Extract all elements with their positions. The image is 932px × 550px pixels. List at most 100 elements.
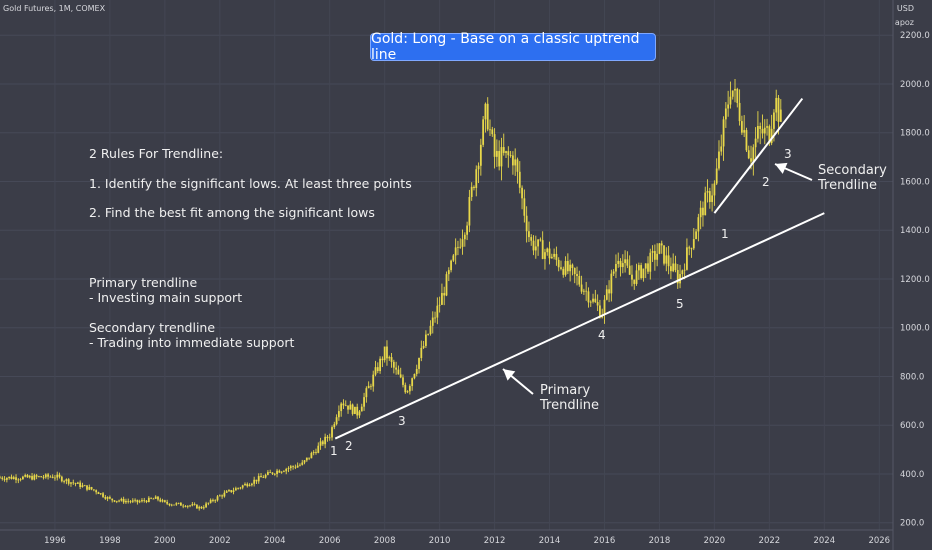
candle-body <box>521 187 523 199</box>
candle-body <box>200 506 203 509</box>
candle-body <box>218 495 221 497</box>
candle-body <box>777 97 780 122</box>
candle-body <box>184 506 187 508</box>
candle-body <box>125 500 127 503</box>
candle-body <box>757 125 759 139</box>
candle-body <box>484 103 487 120</box>
candle-body <box>246 483 249 487</box>
candle-body <box>214 500 217 502</box>
x-tick-label: 2010 <box>429 536 451 546</box>
candle-body <box>424 334 427 346</box>
candle-body <box>406 391 409 393</box>
x-tick-label: 2004 <box>264 536 286 546</box>
candle-body <box>33 475 36 480</box>
candle-body <box>779 109 782 122</box>
candle-body <box>49 476 52 478</box>
candle-body <box>253 479 256 484</box>
candle-body <box>202 507 205 509</box>
currency-label: USD <box>896 4 914 13</box>
secondary-point-3: 3 <box>784 147 792 161</box>
candle-body <box>234 488 237 491</box>
candle-body <box>738 102 741 122</box>
x-tick-label: 2002 <box>209 536 231 546</box>
candle-body <box>54 477 56 479</box>
candle-body <box>10 476 13 479</box>
candle-body <box>182 505 185 507</box>
candle-body <box>539 239 542 241</box>
candle-body <box>525 215 528 232</box>
primary-point-2: 2 <box>345 439 353 453</box>
candle-body <box>500 147 503 167</box>
candle-body <box>340 403 343 412</box>
candle-body <box>704 192 707 216</box>
candle-body <box>482 119 485 145</box>
candle-body <box>690 248 693 250</box>
candle-body <box>44 474 47 478</box>
candle-body <box>129 501 132 503</box>
candle-body <box>688 247 691 249</box>
candle-body <box>216 496 219 501</box>
candle-body <box>770 128 773 144</box>
candle-body <box>752 147 755 162</box>
candle-body <box>287 468 290 469</box>
primary-point-5: 5 <box>676 297 684 311</box>
candle-body <box>447 270 450 275</box>
candle-body <box>141 500 143 502</box>
candle-body <box>683 269 686 271</box>
candle-body <box>250 483 253 486</box>
candle-body <box>395 367 398 370</box>
candle-body <box>388 357 391 359</box>
candle-body <box>335 417 338 425</box>
candle-body <box>379 358 381 372</box>
primary-trendline-label: Primary Trendline <box>540 383 600 413</box>
candle-body <box>686 247 688 270</box>
x-tick-label: 1998 <box>99 536 121 546</box>
candle-body <box>159 499 162 502</box>
candle-body <box>244 483 246 486</box>
candle-body <box>530 237 533 241</box>
candle-body <box>635 270 638 284</box>
candle-body <box>674 263 677 271</box>
candle-body <box>189 505 191 507</box>
candle-body <box>301 462 304 465</box>
candle-body <box>727 104 730 109</box>
candle-body <box>113 500 116 502</box>
candle-body <box>461 239 464 247</box>
candle-body <box>161 500 164 502</box>
candle-body <box>76 482 79 484</box>
candle-body <box>743 130 746 133</box>
x-tick-label: 2014 <box>539 536 561 546</box>
y-tick-label: 600.0 <box>900 421 924 431</box>
x-tick-label: 2012 <box>484 536 506 546</box>
candle-body <box>3 478 6 480</box>
candle-body <box>573 267 576 275</box>
candle-body <box>326 436 329 439</box>
candle-body <box>221 495 224 497</box>
candle-body <box>431 317 434 326</box>
y-tick-label: 2200.0 <box>900 31 930 41</box>
candle-body <box>319 441 322 446</box>
candle-body <box>459 246 462 248</box>
candle-body <box>436 305 439 318</box>
candle-body <box>651 251 654 253</box>
candle-body <box>367 385 370 389</box>
candle-body <box>660 243 663 246</box>
candle-body <box>624 259 626 264</box>
candle-body <box>605 289 608 300</box>
candle-body <box>445 274 448 296</box>
candle-body <box>443 293 446 296</box>
candle-body <box>92 489 95 491</box>
candle-body <box>303 460 306 463</box>
candle-body <box>354 406 356 414</box>
candle-body <box>491 129 494 135</box>
candle-body <box>544 252 546 259</box>
candle-body <box>745 130 748 151</box>
candle-body <box>111 498 114 501</box>
unit-label: apoz <box>894 18 914 27</box>
y-tick-label: 400.0 <box>900 470 924 480</box>
candle-body <box>276 470 278 474</box>
candle-body <box>136 499 139 503</box>
candle-body <box>754 138 757 148</box>
candle-body <box>95 490 98 493</box>
candle-body <box>207 502 210 504</box>
